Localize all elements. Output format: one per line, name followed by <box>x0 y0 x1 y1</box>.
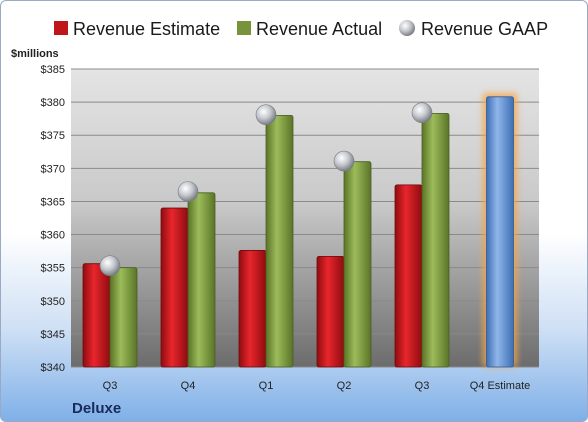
marker-revenue-gaap <box>411 102 433 124</box>
y-tick-label: $345 <box>41 329 65 341</box>
y-axis-unit-label: $millions <box>11 48 59 60</box>
legend-item-revenue-actual: Revenue Actual <box>237 19 382 39</box>
y-tick-label: $340 <box>41 362 65 374</box>
bar-revenue-actual <box>343 161 372 368</box>
marker-revenue-gaap <box>177 181 199 202</box>
x-tick-label: Q1 <box>259 380 274 392</box>
bar-revenue-estimate <box>394 184 423 368</box>
bars <box>82 92 518 368</box>
marker-revenue-gaap <box>99 255 121 276</box>
bar-revenue-estimate <box>238 250 267 368</box>
y-tick-label: $375 <box>41 130 65 142</box>
x-tick-label: Q2 <box>337 380 352 392</box>
bar-revenue-estimate <box>82 263 111 368</box>
y-tick-label: $370 <box>41 163 65 175</box>
x-tick-label: Q4 Estimate <box>470 380 531 392</box>
bar-revenue-actual <box>109 267 138 368</box>
legend-swatch-actual <box>237 21 251 35</box>
legend-swatch-estimate <box>54 21 68 35</box>
legend-label-actual: Revenue Actual <box>256 19 382 39</box>
x-tick-label: Q4 <box>181 380 196 392</box>
legend: Revenue Estimate Revenue Actual Revenue … <box>54 19 548 39</box>
legend-label-estimate: Revenue Estimate <box>73 19 220 39</box>
marker-revenue-gaap <box>333 150 355 172</box>
plot-area <box>71 69 539 367</box>
legend-item-revenue-gaap: Revenue GAAP <box>399 19 548 39</box>
y-tick-label: $380 <box>41 97 65 109</box>
bar-revenue-actual <box>187 192 216 368</box>
y-tick-label: $385 <box>41 64 65 76</box>
company-name: Deluxe <box>72 400 121 417</box>
legend-label-gaap: Revenue GAAP <box>421 19 548 39</box>
bar-revenue-estimate <box>316 256 345 368</box>
y-tick-label: $365 <box>41 196 65 208</box>
gaap-markers <box>99 102 433 276</box>
x-axis-ticks: Q3 Q4 Q1 Q2 Q3 Q4 Estimate <box>103 380 531 392</box>
bar-revenue-estimate <box>160 207 189 368</box>
legend-item-revenue-estimate: Revenue Estimate <box>54 19 220 39</box>
x-tick-label: Q3 <box>103 380 118 392</box>
y-axis-ticks: $340 $345 $350 $355 $360 $365 $370 $375 $380 $385 <box>41 64 65 374</box>
y-tick-label: $350 <box>41 296 65 308</box>
marker-revenue-gaap <box>255 104 277 125</box>
gridlines <box>71 68 539 368</box>
y-tick-label: $360 <box>41 230 65 242</box>
x-tick-label: Q3 <box>415 380 430 392</box>
bar-revenue-actual <box>421 112 450 368</box>
bar-revenue-actual <box>265 114 294 368</box>
y-tick-label: $355 <box>41 263 65 275</box>
legend-swatch-gaap <box>399 20 415 36</box>
bar-revenue-forecast <box>486 96 514 368</box>
